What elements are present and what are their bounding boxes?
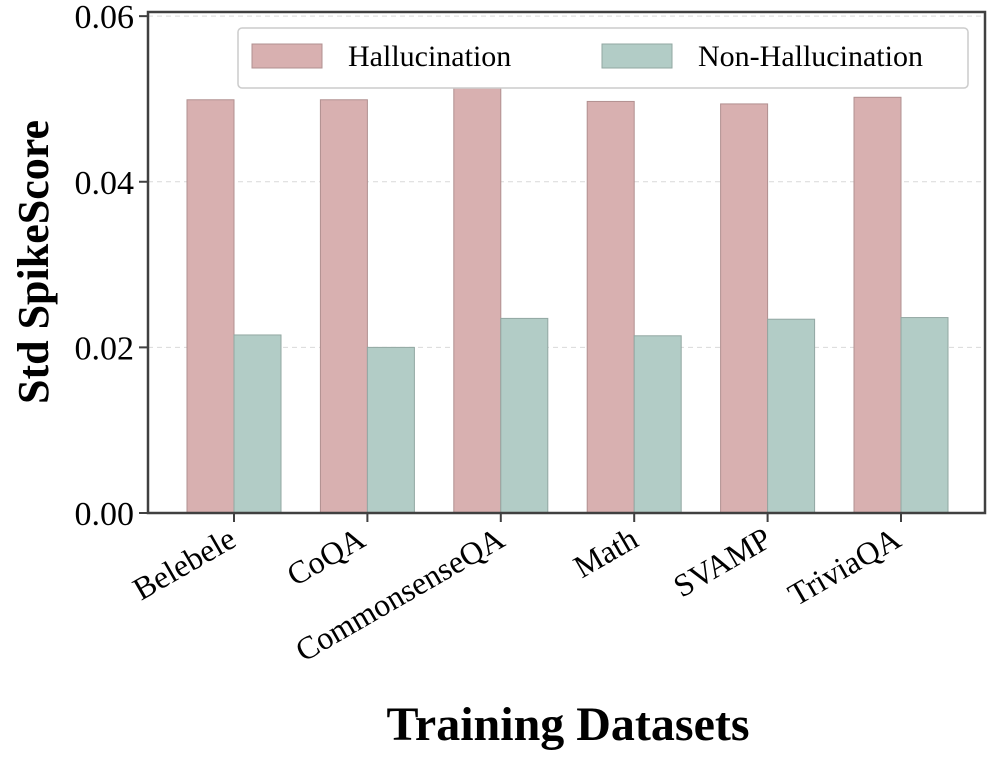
y-tick-label: 0.06 <box>75 0 135 36</box>
legend: Hallucination Non-Hallucination <box>237 27 969 89</box>
legend-label-hallucination: Hallucination <box>348 40 511 73</box>
legend-swatch-hallucination <box>251 43 323 69</box>
x-tick-label-coqa: CoQA <box>281 520 371 593</box>
bar-hallucination-svamp <box>720 103 769 514</box>
plot-background <box>148 12 985 513</box>
plot-frame <box>146 10 987 515</box>
x-axis-label: Training Datasets <box>386 698 749 751</box>
grid-lines <box>148 15 985 348</box>
bar-hallucination-belebele <box>186 99 235 514</box>
bars <box>186 82 949 514</box>
y-axis-label: Std SpikeScore <box>9 120 58 404</box>
y-tick-label: 0.02 <box>75 330 135 367</box>
bar-non-hallucination-commonsenseqa <box>500 317 549 514</box>
x-tick-label-belebele: Belebele <box>127 520 242 607</box>
legend-swatch-non-hallucination <box>601 43 673 69</box>
bar-hallucination-math <box>586 100 635 514</box>
bar-non-hallucination-belebele <box>233 334 282 514</box>
x-tick-label-math: Math <box>567 520 643 585</box>
bar-non-hallucination-math <box>633 335 682 514</box>
bar-non-hallucination-triviaqa <box>900 317 949 514</box>
y-tick-label: 0.04 <box>75 165 135 202</box>
bar-hallucination-coqa <box>319 99 368 514</box>
bar-non-hallucination-svamp <box>767 318 816 514</box>
bar-hallucination-commonsenseqa <box>453 82 502 514</box>
bar-hallucination-triviaqa <box>853 96 902 514</box>
y-tick-label: 0.00 <box>75 496 135 533</box>
x-tick-label-svamp: SVAMP <box>667 520 777 604</box>
bar-non-hallucination-coqa <box>366 346 415 514</box>
legend-label-non-hallucination: Non-Hallucination <box>698 40 923 73</box>
x-tick-label-triviaqa: TriviaQA <box>782 520 907 613</box>
y-axis-ticks: 0.00 0.02 0.04 0.06 <box>75 0 148 533</box>
